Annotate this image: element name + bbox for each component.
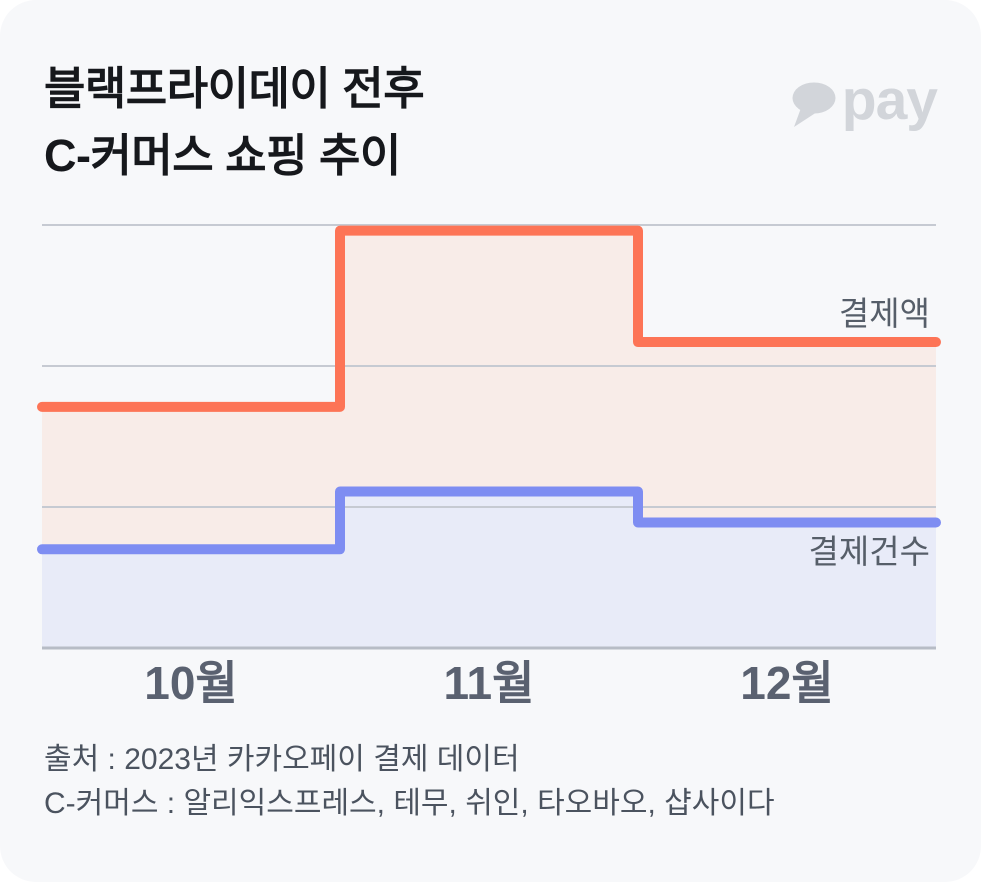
- x-axis-label-november: 11월: [443, 657, 535, 709]
- legend-label-count: 결제건수: [808, 533, 930, 570]
- kakao-pay-logo: pay: [791, 72, 938, 131]
- footer: 출처 : 2023년 카카오페이 결제 데이터 C-커머스 : 알리익스프레스,…: [44, 738, 775, 826]
- c-commerce-note: C-커머스 : 알리익스프레스, 테무, 쉬인, 타오바오, 샵사이다: [44, 787, 775, 820]
- kakaotalk-bubble-icon: [792, 82, 836, 127]
- page-title: 블랙프라이데이 전후 C-커머스 쇼핑 추이: [44, 55, 425, 189]
- x-axis-label-december: 12월: [740, 657, 834, 709]
- x-axis-label-october: 10월: [144, 657, 238, 709]
- logo-pay-text: pay: [841, 68, 938, 132]
- source-note: 출처 : 2023년 카카오페이 결제 데이터: [44, 743, 520, 776]
- series-1-area: [42, 491, 936, 648]
- title-line-1: 블랙프라이데이 전후: [44, 63, 425, 114]
- series-1-line: [37, 486, 941, 555]
- series-0-line: [37, 225, 941, 412]
- legend-label-amount: 결제액: [838, 295, 930, 332]
- title-line-2: C-커머스 쇼핑 추이: [44, 130, 401, 181]
